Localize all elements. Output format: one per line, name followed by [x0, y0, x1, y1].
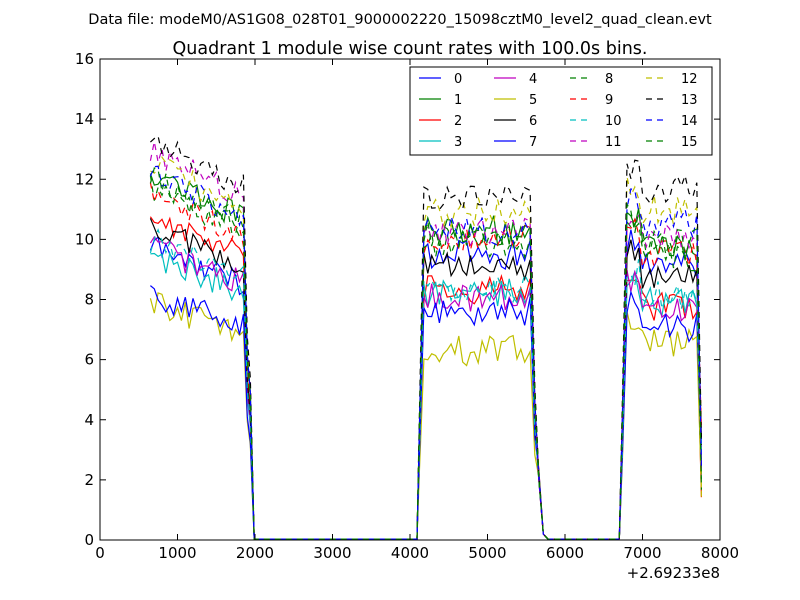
series-line-10: [149, 228, 702, 540]
legend-label-7: 7: [529, 135, 537, 150]
x-axis: 0 1000 2000 3000 4000 5000 6000 7000 8000: [95, 59, 739, 562]
series-line-3: [150, 250, 702, 540]
x-axis-offset-label: +2.69233e8: [627, 564, 720, 582]
chart-suptitle: Data file: modeM0/AS1G08_028T01_90000022…: [88, 12, 712, 28]
legend-label-10: 10: [605, 114, 622, 129]
y-tick-label: 8: [84, 291, 94, 309]
legend-frame: [409, 66, 713, 156]
series-line-15: [149, 167, 702, 540]
series-line-11: [149, 141, 702, 540]
series-line-4: [149, 235, 702, 540]
x-tick-label: 7000: [623, 544, 661, 562]
chart-title: Quadrant 1 module wise count rates with …: [173, 39, 648, 59]
x-tick-label: 0: [95, 544, 105, 562]
y-tick-label: 2: [84, 471, 94, 489]
y-tick-label: 14: [75, 110, 94, 128]
series-line-1: [149, 173, 702, 540]
y-tick-label: 16: [75, 50, 94, 68]
legend-label-6: 6: [529, 114, 537, 129]
legend-label-2: 2: [454, 114, 462, 129]
series-line-6: [149, 218, 702, 540]
series-line-7: [150, 285, 702, 540]
series-line-14: [149, 165, 702, 540]
plot-lines: [149, 135, 702, 540]
y-tick-label: 4: [84, 411, 94, 429]
x-tick-label: 1000: [158, 544, 196, 562]
series-line-9: [149, 182, 702, 540]
legend-label-11: 11: [605, 135, 622, 150]
y-tick-label: 12: [75, 170, 94, 188]
legend-label-12: 12: [681, 72, 698, 87]
series-line-5: [149, 292, 702, 540]
series-line-13: [149, 135, 702, 540]
legend-label-8: 8: [605, 72, 613, 87]
legend-label-4: 4: [529, 72, 537, 87]
legend-label-15: 15: [681, 135, 698, 150]
series-line-12: [150, 156, 702, 540]
y-tick-label: 10: [75, 230, 94, 248]
y-tick-label: 6: [84, 351, 94, 369]
x-tick-label: 8000: [701, 544, 739, 562]
x-tick-label: 6000: [546, 544, 584, 562]
x-tick-label: 3000: [313, 544, 351, 562]
x-tick-label: 4000: [391, 544, 429, 562]
legend-label-13: 13: [681, 93, 698, 108]
series-line-0: [149, 229, 702, 540]
x-tick-label: 5000: [468, 544, 506, 562]
legend-label-5: 5: [529, 93, 537, 108]
legend-label-14: 14: [681, 114, 698, 129]
legend-label-3: 3: [454, 135, 462, 150]
legend-label-1: 1: [454, 93, 462, 108]
y-tick-label: 0: [84, 531, 94, 549]
legend-label-9: 9: [605, 93, 613, 108]
x-tick-label: 2000: [236, 544, 274, 562]
legend-label-0: 0: [454, 72, 462, 87]
